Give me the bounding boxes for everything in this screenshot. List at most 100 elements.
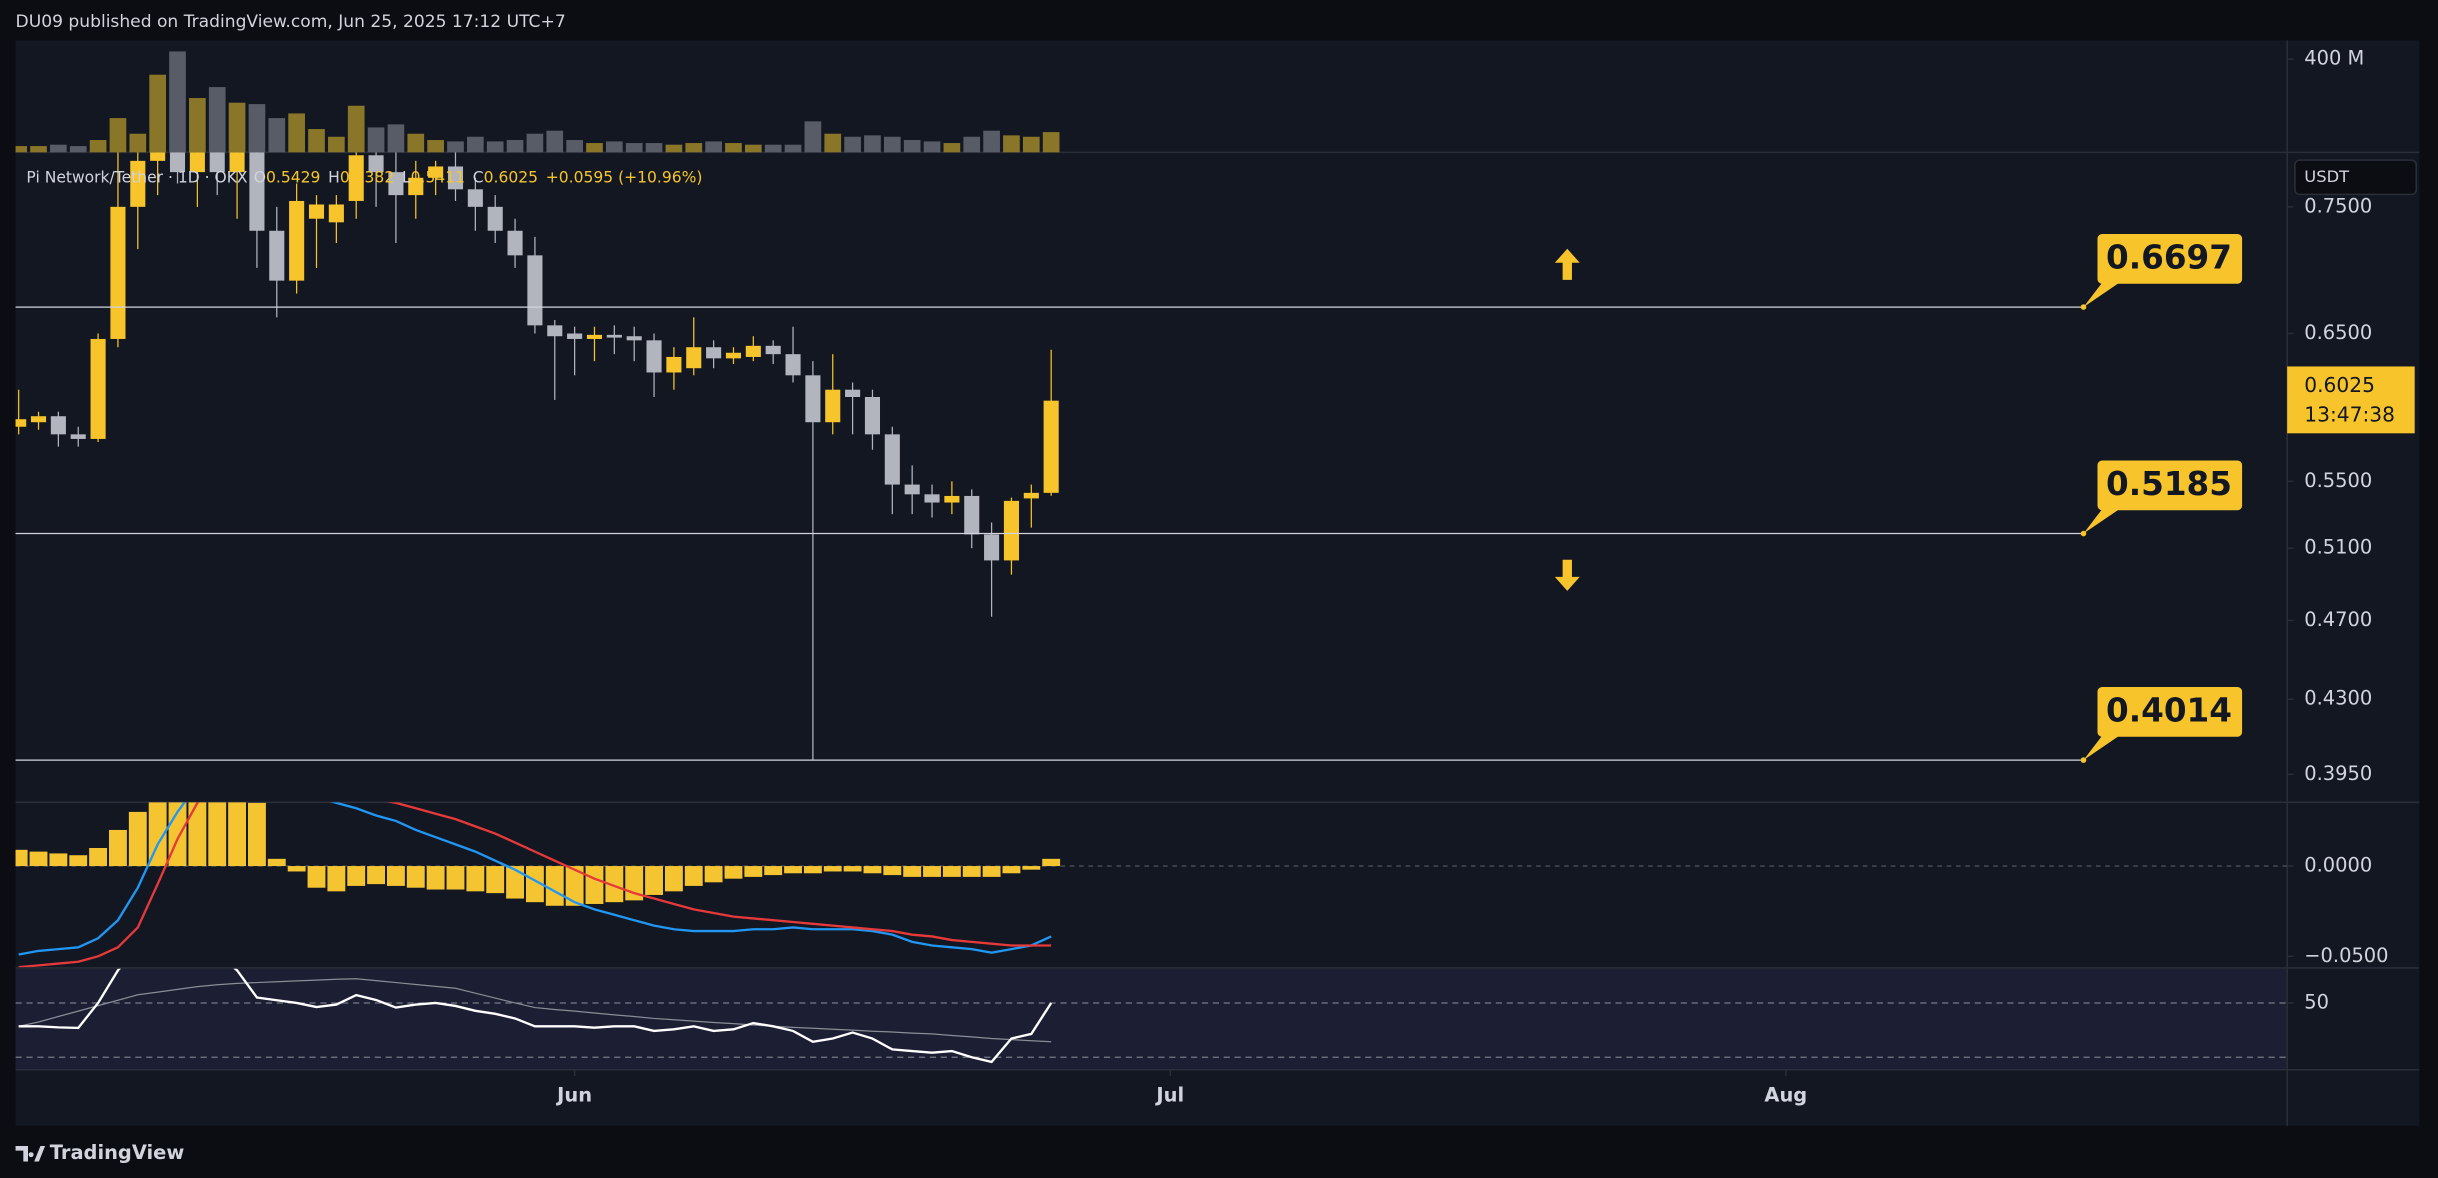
histogram-bar: [267, 858, 286, 867]
histogram-bar: [843, 866, 862, 872]
volume-bar: [15, 146, 28, 153]
candle-body: [189, 152, 205, 173]
candle-body: [507, 230, 523, 256]
volume-bar: [189, 98, 206, 153]
volume-bar: [844, 136, 861, 153]
volume-bar: [89, 140, 107, 153]
histogram-bar: [982, 866, 1001, 877]
volume-bar: [268, 118, 286, 153]
legend-value: 0.5411: [411, 168, 465, 186]
volume-bar: [69, 146, 87, 153]
histogram-bar: [1002, 866, 1021, 874]
volume-bar: [943, 143, 961, 153]
level-label: 0.5185: [2106, 465, 2232, 503]
legend-symbol: Pi Network/Tether · 1D · OKX: [26, 168, 247, 186]
volume-bar: [1022, 136, 1040, 153]
publish-header: DU09 published on TradingView.com, Jun 2…: [16, 12, 566, 32]
y-tick-label: 0.7500: [2304, 194, 2372, 217]
candle-body: [388, 172, 404, 196]
candle-body: [904, 484, 920, 495]
candle-body: [209, 152, 225, 173]
volume-bar: [427, 140, 444, 153]
price-pane: [15, 152, 1059, 761]
level-callout: [2097, 233, 2243, 284]
histogram-bar: [942, 866, 961, 877]
volume-bar: [546, 130, 564, 153]
candle-body: [706, 347, 722, 359]
histogram-bar: [208, 802, 227, 867]
candle-body: [586, 334, 603, 339]
level-callout: [2097, 460, 2243, 511]
candle-body: [825, 389, 841, 423]
histogram-bar: [426, 866, 445, 890]
brand: TradingView: [50, 1141, 185, 1164]
candle-body: [646, 340, 662, 373]
macd-pane: [15, 802, 2288, 968]
volume-bar: [725, 143, 742, 153]
volume-bar: [129, 133, 147, 153]
level-anchor: [2080, 304, 2087, 310]
histogram-bar: [15, 849, 28, 867]
histogram-bar: [1022, 866, 1041, 870]
volume-bar: [407, 133, 425, 153]
candle-body: [408, 177, 424, 196]
histogram-bar: [724, 866, 743, 879]
candle-body: [249, 152, 265, 231]
histogram-bar: [645, 866, 663, 895]
histogram-bar: [962, 866, 981, 877]
histogram-bar: [188, 802, 207, 867]
volume-bar: [963, 136, 981, 153]
candle-body: [785, 354, 801, 376]
candle-body: [606, 334, 622, 338]
candle-body: [845, 389, 861, 397]
volume-bar: [625, 143, 643, 153]
candle-body: [527, 255, 543, 326]
volume-bar: [1042, 132, 1060, 153]
y-tick-label: 400 M: [2304, 47, 2364, 70]
y-tick-label: 0.4300: [2304, 687, 2372, 710]
histogram-bar: [486, 866, 505, 894]
volume-bar: [605, 141, 623, 153]
overlay: 0.6697 0.5185 0.4014 Pi Network/Tether · 1D…: [15, 168, 2243, 763]
volume-bar: [506, 140, 524, 153]
candle-body: [1043, 400, 1059, 493]
up-arrow: [1554, 248, 1580, 280]
volume-bar: [804, 121, 822, 153]
candle-body: [15, 419, 27, 427]
candle-body: [745, 345, 761, 357]
volume-bar: [208, 87, 226, 153]
volume-bar: [50, 144, 67, 153]
y-tick-label: 50: [2304, 990, 2329, 1013]
histogram-bar: [565, 866, 584, 906]
histogram-bar: [307, 866, 326, 888]
price-tag: [2287, 366, 2415, 434]
histogram-bar: [29, 851, 48, 867]
rsi-line: [18, 978, 1052, 1043]
candle-body: [90, 338, 106, 439]
candle-body: [884, 434, 900, 485]
x-tick-label: Aug: [1764, 1084, 1807, 1107]
legend-value: 0.5429: [266, 168, 320, 186]
macd-line: [18, 802, 1052, 968]
candle-body: [964, 495, 980, 535]
volume-bar: [923, 141, 941, 153]
candle-body: [169, 152, 186, 173]
price-tag-countdown: 13:47:38: [2304, 403, 2395, 427]
volume-bar: [784, 144, 802, 153]
level-label: 0.4014: [2106, 692, 2232, 730]
volume-bar: [169, 51, 186, 153]
legend: Pi Network/Tether · 1D · OKX O0.5429 H0.63…: [26, 168, 702, 186]
candle-body: [110, 206, 126, 339]
candle-body: [308, 204, 325, 219]
histogram-bar: [525, 866, 544, 903]
volume-bar: [526, 133, 544, 153]
candle-body: [725, 352, 742, 359]
legend-value: 0.6382: [340, 168, 394, 186]
histogram-bar: [664, 866, 683, 892]
currency-button[interactable]: [2294, 159, 2418, 196]
histogram-bar: [545, 866, 564, 906]
volume-bar: [228, 102, 246, 153]
histogram-bar: [228, 802, 247, 867]
level-anchor: [2080, 530, 2087, 537]
